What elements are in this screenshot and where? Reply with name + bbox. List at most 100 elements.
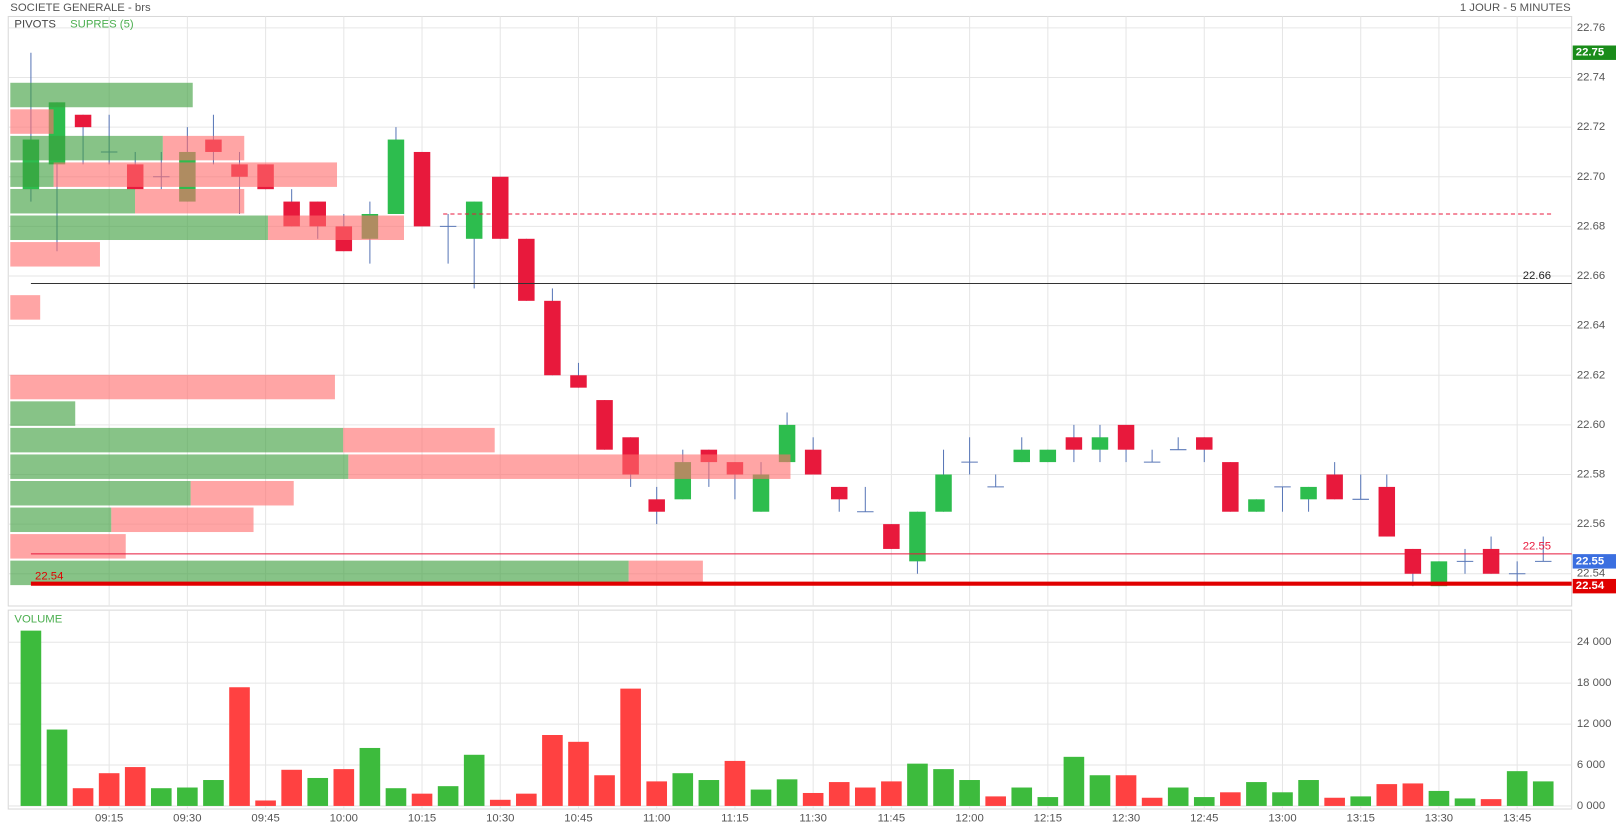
- volume-bar: [1167, 787, 1189, 806]
- volume-bar: [307, 777, 329, 806]
- x-tick-label: 12:45: [1190, 812, 1218, 824]
- y-tick-label: 22.60: [1577, 419, 1605, 431]
- volume-bar: [1324, 797, 1345, 806]
- profile-sell: [10, 374, 335, 400]
- volume-bar: [177, 787, 198, 806]
- price-tag-label: 22.55: [1576, 555, 1604, 567]
- level-label: 22.66: [1523, 270, 1551, 282]
- x-tick-label: 09:45: [251, 812, 279, 824]
- volume-bar: [1350, 796, 1372, 806]
- profile-buy: [10, 480, 191, 506]
- volume-bar: [750, 789, 772, 806]
- y-tick-label: 22.54: [1577, 568, 1605, 580]
- volume-panel: [7, 609, 1573, 810]
- volume-bar: [385, 788, 407, 806]
- volume-bar: [1376, 784, 1398, 806]
- volume-bar: [1037, 797, 1059, 806]
- x-tick-label: 11:45: [878, 812, 906, 824]
- volume-bar: [46, 729, 68, 806]
- x-tick-label: 12:30: [1112, 812, 1140, 824]
- volume-bar: [72, 788, 94, 806]
- x-tick-label: 09:30: [173, 812, 201, 824]
- profile-sell: [628, 560, 703, 586]
- candle-body: [492, 176, 509, 239]
- candle-body: [1378, 486, 1396, 537]
- x-tick-label: 12:00: [955, 812, 983, 824]
- volume-bar: [255, 800, 276, 806]
- instrument-title: SOCIETE GENERALE - brs: [10, 2, 151, 14]
- candle-body: [752, 474, 770, 512]
- price-tag-label: 22.75: [1576, 47, 1604, 59]
- profile-buy: [10, 82, 193, 108]
- volume-bar: [1011, 787, 1033, 806]
- profile-sell: [135, 188, 245, 214]
- volume-bar: [1298, 780, 1319, 806]
- y-tick-label: 0 000: [1577, 800, 1605, 812]
- volume-bar: [333, 769, 355, 806]
- volume-bar: [437, 786, 459, 806]
- period: 1 JOUR - 5 MINUTES: [1460, 2, 1571, 14]
- candle-body: [935, 474, 952, 512]
- profile-buy: [10, 215, 268, 241]
- volume-bar: [907, 763, 928, 806]
- x-tick-label: 13:30: [1425, 812, 1453, 824]
- x-tick-label: 13:45: [1503, 812, 1531, 824]
- y-tick-label: 22.70: [1577, 171, 1605, 183]
- y-tick-label: 22.56: [1577, 518, 1605, 530]
- volume-bar: [229, 687, 250, 806]
- candle-body: [804, 449, 822, 475]
- profile-buy: [10, 427, 344, 453]
- profile-sell: [10, 242, 100, 267]
- volume-bar: [1141, 797, 1163, 806]
- volume-bar: [1402, 783, 1424, 806]
- volume-bar: [828, 782, 850, 806]
- candle-body: [465, 201, 483, 239]
- indicator-label: PIVOTS: [14, 19, 56, 31]
- profile-sell: [53, 162, 338, 187]
- candle-body: [413, 151, 431, 227]
- y-tick-label: 22.66: [1577, 270, 1605, 282]
- candle-body: [1222, 462, 1239, 512]
- candle-body: [1430, 561, 1448, 587]
- profile-sell: [162, 135, 245, 161]
- x-tick-label: 10:15: [408, 812, 436, 824]
- profile-sell: [267, 215, 404, 241]
- candle-body: [1404, 548, 1422, 574]
- y-tick-label: 22.76: [1577, 22, 1605, 34]
- candle-body: [74, 114, 92, 128]
- volume-bar: [1246, 782, 1267, 806]
- profile-buy: [10, 560, 629, 586]
- indicator-label: SUPRES (5): [70, 19, 134, 31]
- price-panel: [7, 15, 1573, 607]
- profile-buy: [10, 162, 54, 187]
- x-tick-label: 13:15: [1347, 812, 1375, 824]
- x-tick-label: 10:30: [486, 812, 514, 824]
- volume-bar: [98, 773, 120, 806]
- candle-body: [1117, 424, 1135, 450]
- volume-bar: [1506, 771, 1528, 806]
- volume-bar: [646, 781, 668, 806]
- profile-buy: [10, 401, 76, 426]
- volume-bar: [124, 767, 146, 806]
- volume-bar: [620, 688, 641, 806]
- candle-body: [387, 139, 405, 214]
- volume-bar: [411, 793, 433, 806]
- volume-bar: [1115, 775, 1137, 806]
- candle-body: [883, 524, 900, 549]
- price-tag-label: 22.54: [1576, 580, 1605, 592]
- level-label: 22.55: [1523, 541, 1551, 553]
- candle-body: [778, 424, 796, 463]
- candle-body: [1248, 499, 1265, 512]
- volume-bar: [542, 735, 563, 806]
- profile-sell: [190, 480, 294, 506]
- candle-body: [1065, 437, 1083, 450]
- profile-sell: [343, 427, 495, 453]
- x-tick-label: 11:15: [721, 812, 749, 824]
- volume-bar: [724, 760, 746, 806]
- y-tick-label: 22.64: [1577, 320, 1605, 332]
- volume-bar: [594, 775, 615, 806]
- volume-bar: [959, 780, 980, 806]
- volume-bar: [933, 769, 954, 806]
- candle-body: [544, 300, 561, 376]
- profile-buy: [10, 454, 349, 479]
